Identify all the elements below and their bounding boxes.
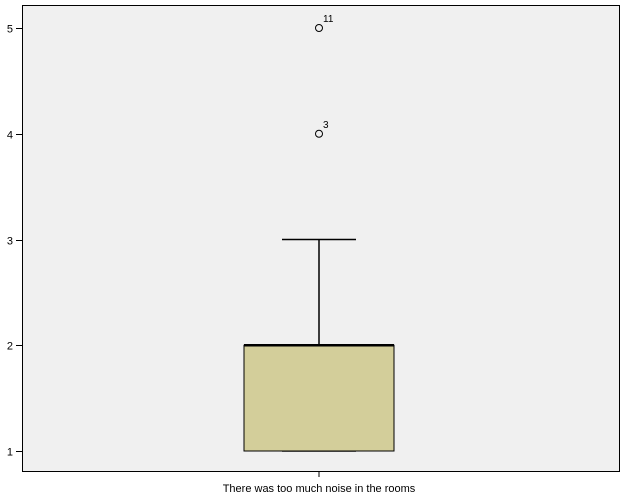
y-tick-label: 5 [7,24,13,36]
outlier-point [315,129,323,138]
y-tick-label: 1 [7,447,13,459]
box-iqr [243,344,395,452]
outlier-point [315,24,323,32]
outlier-label: 11 [323,14,334,25]
x-axis-label: There was too much noise in the rooms [223,483,416,495]
y-axis: 1 2 3 4 5 [7,24,23,459]
outlier-label: 3 [323,120,329,131]
y-tick-label: 4 [7,130,13,142]
y-tick-label: 2 [7,341,13,353]
y-tick-label: 3 [7,236,13,248]
box-plot: 11 3 [243,14,395,452]
